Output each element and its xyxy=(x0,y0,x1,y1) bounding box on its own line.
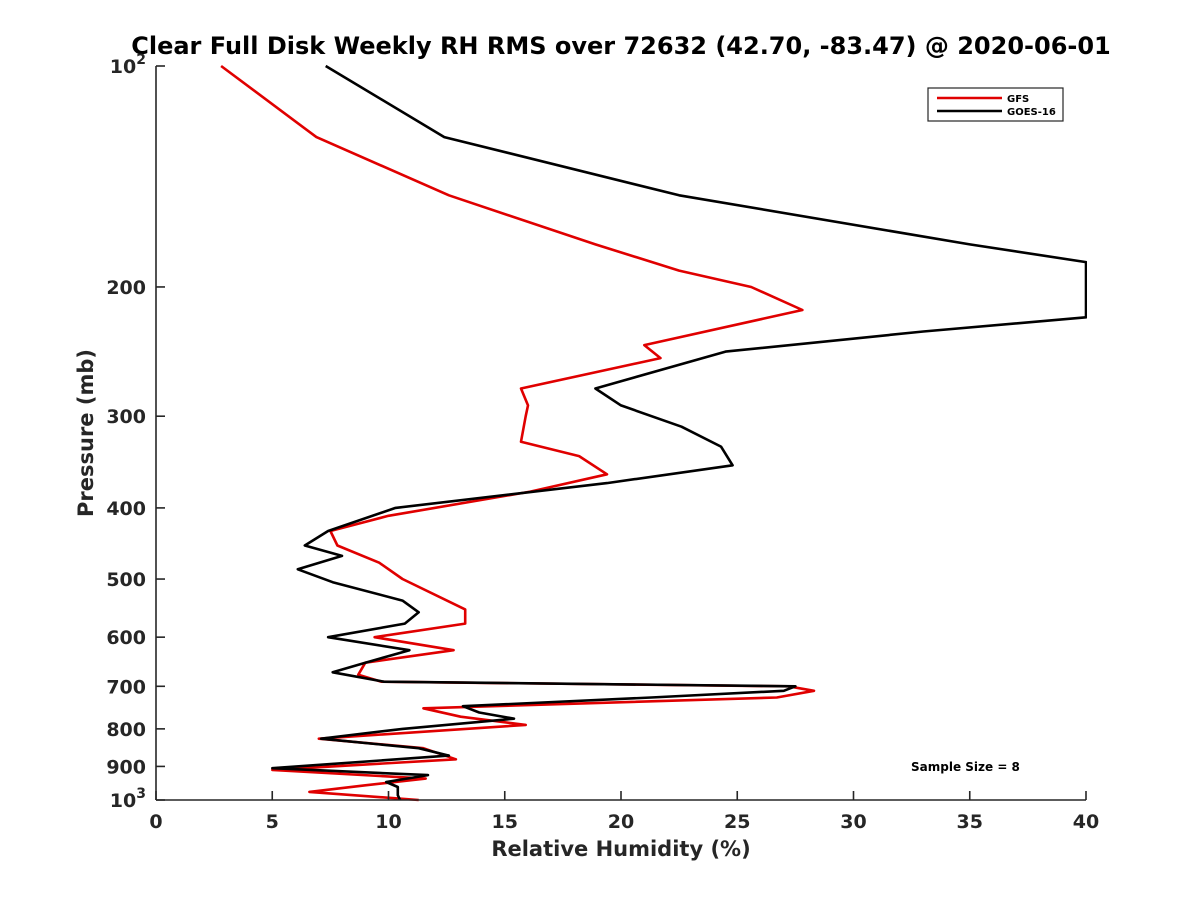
x-tick-label: 30 xyxy=(840,811,866,833)
series-line-gfs xyxy=(220,64,816,802)
chart-title: Clear Full Disk Weekly RH RMS over 72632… xyxy=(131,32,1111,60)
x-tick-label: 15 xyxy=(492,811,518,833)
x-tick-label: 20 xyxy=(608,811,634,833)
legend-label: GOES-16 xyxy=(1007,107,1056,118)
legend-box xyxy=(927,87,1064,122)
legend: GFS GOES-16 xyxy=(927,87,1064,122)
y-tick-label: 300 xyxy=(106,406,146,428)
y-tick-label: 700 xyxy=(106,676,146,698)
plot-area xyxy=(220,64,1087,802)
y-tick-label: 102 xyxy=(110,52,146,78)
y-axis-label: Pressure (mb) xyxy=(74,349,98,517)
series-line-goes-16 xyxy=(270,64,1087,801)
y-tick-label: 900 xyxy=(106,756,146,778)
x-tick-label: 35 xyxy=(957,811,983,833)
legend-label: GFS xyxy=(1007,94,1029,105)
x-tick-label: 25 xyxy=(724,811,750,833)
x-ticks: 0 5 10 15 20 25 30 35 40 xyxy=(149,791,1099,833)
y-tick-label: 500 xyxy=(106,569,146,591)
y-tick-label: 400 xyxy=(106,498,146,520)
y-tick-label: 800 xyxy=(106,719,146,741)
y-tick-label: 103 xyxy=(110,786,146,812)
y-tick-label: 600 xyxy=(106,627,146,649)
x-axis-label: Relative Humidity (%) xyxy=(491,837,750,861)
x-tick-label: 0 xyxy=(149,811,162,833)
sample-size-annotation: Sample Size = 8 xyxy=(911,760,1020,774)
x-tick-label: 40 xyxy=(1073,811,1099,833)
x-tick-label: 5 xyxy=(266,811,279,833)
x-tick-label: 10 xyxy=(375,811,401,833)
y-tick-label: 200 xyxy=(106,277,146,299)
y-ticks: 102 200 300 400 500 600 700 800 900 103 xyxy=(106,52,165,812)
